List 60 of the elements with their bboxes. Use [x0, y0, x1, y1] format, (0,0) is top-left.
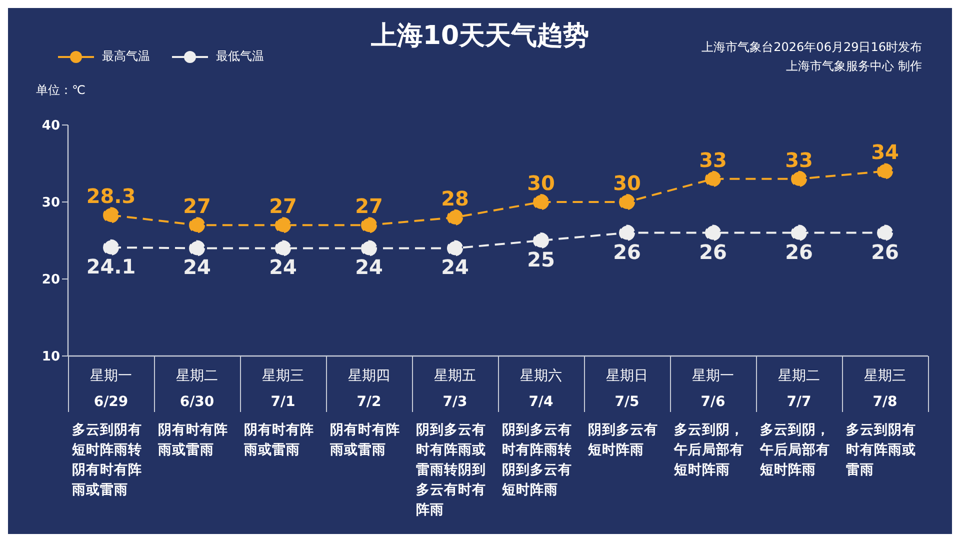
data-label: 25	[527, 248, 555, 272]
point	[791, 170, 807, 187]
category-label: 星期三 7/8 多云到阴有时有阵雨或雷雨	[846, 368, 916, 478]
point	[275, 240, 291, 256]
point	[533, 232, 549, 248]
point	[705, 224, 721, 241]
category-label: 星期三 7/1 阴有时有阵雨或雷雨	[244, 368, 314, 458]
point	[877, 163, 893, 180]
category-label: 星期一 7/6 多云到阴，午后局部有短时阵雨	[674, 368, 744, 478]
point	[447, 209, 463, 226]
data-label: 27	[355, 194, 383, 218]
category-label: 星期日 7/5 阴到多云有短时阵雨	[588, 368, 658, 458]
data-label: 27	[269, 194, 297, 218]
point	[791, 224, 807, 241]
y-tick-label: 40	[42, 118, 60, 134]
data-label: 28	[441, 186, 469, 210]
category-label: 星期一 6/29 多云到阴有短时阵雨转阴有时有阵雨或雷雨	[72, 368, 142, 498]
category-label: 星期五 7/3 阴到多云有时有阵雨或雷雨转阴到多云有时有阵雨	[416, 368, 486, 518]
legend-label: 最高气温	[102, 48, 150, 65]
text: 上海市气象台2026年06月29日16时发布	[702, 39, 922, 56]
data-label: 24.1	[86, 254, 136, 278]
category-label: 星期六 7/4 阴到多云有时有阵雨转阴到多云有短时阵雨	[502, 368, 572, 498]
data-label: 24	[355, 255, 383, 280]
data-label: 24	[269, 255, 297, 280]
data-label: 30	[527, 171, 555, 195]
category-label: 星期四 7/2 阴有时有阵雨或雷雨	[330, 368, 400, 458]
y-axis-title: 单位：℃	[36, 82, 86, 99]
point	[103, 207, 119, 224]
point	[189, 217, 205, 234]
point	[877, 224, 893, 241]
text: 上海市气象服务中心 制作	[785, 58, 922, 75]
y-tick-label: 10	[42, 350, 60, 365]
data-label: 33	[785, 148, 813, 172]
point	[447, 240, 463, 256]
point	[275, 217, 291, 234]
category-label: 星期二 6/30 阴有时有阵雨或雷雨	[158, 368, 228, 458]
y-tick-label: 30	[42, 196, 60, 211]
legend-label: 最低气温	[216, 48, 264, 65]
point	[189, 240, 205, 256]
point	[103, 239, 119, 256]
data-label: 26	[699, 240, 727, 264]
data-label: 24	[183, 255, 211, 280]
data-label: 30	[613, 171, 641, 195]
data-label: 26	[871, 240, 899, 264]
point	[619, 224, 635, 241]
data-label: 24	[441, 255, 469, 280]
data-label: 28.3	[86, 184, 136, 208]
data-label: 33	[699, 148, 727, 172]
point	[361, 240, 377, 256]
data-label: 26	[613, 240, 641, 264]
point	[705, 170, 721, 187]
point	[533, 194, 549, 210]
data-label: 34	[871, 140, 899, 164]
chart-title: 上海10天天气趋势	[370, 21, 590, 51]
category-label: 星期二 7/7 多云到阴，午后局部有短时阵雨	[760, 368, 830, 478]
point	[619, 194, 635, 210]
data-label: 26	[785, 240, 813, 264]
data-label: 27	[183, 194, 211, 218]
y-tick-label: 20	[42, 272, 60, 288]
point	[361, 217, 377, 234]
